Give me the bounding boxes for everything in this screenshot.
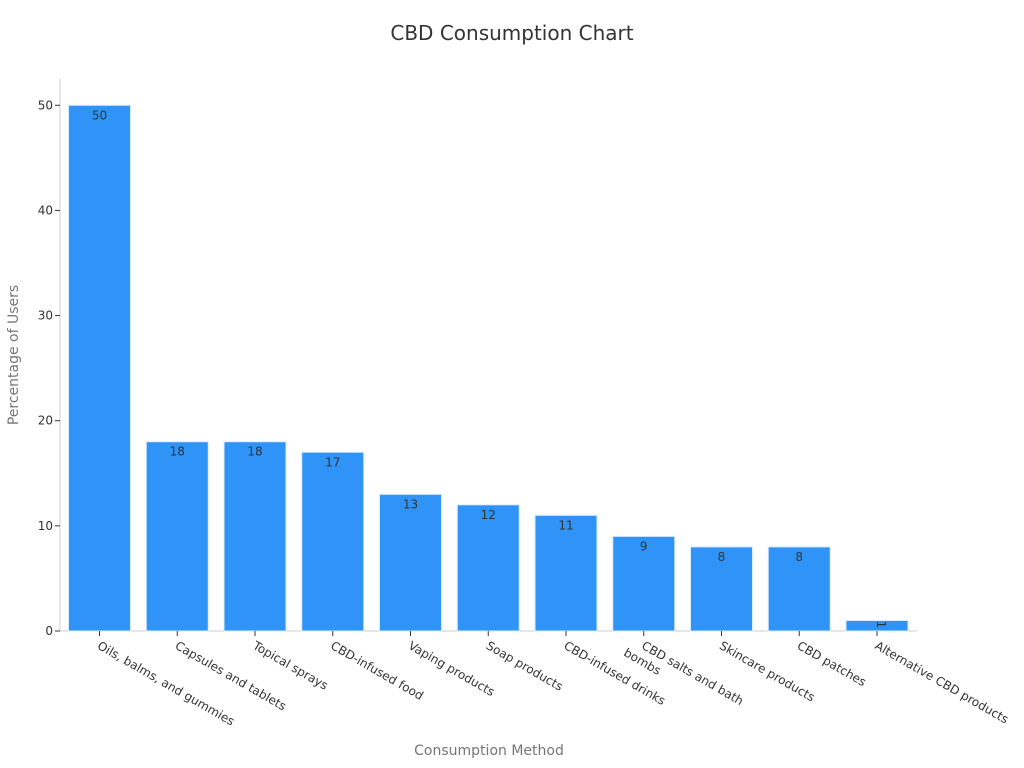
data-label: 13 bbox=[403, 497, 418, 511]
data-label: 9 bbox=[640, 539, 648, 553]
bar bbox=[612, 535, 676, 632]
y-tick-label: 50 bbox=[38, 98, 53, 112]
bar bbox=[767, 546, 831, 632]
bar bbox=[456, 504, 520, 632]
x-axis-title: Consumption Method bbox=[414, 743, 564, 759]
data-label: 12 bbox=[481, 508, 496, 522]
bar bbox=[690, 546, 753, 632]
data-label: 11 bbox=[558, 518, 573, 532]
bar bbox=[534, 514, 598, 632]
data-label: 17 bbox=[325, 455, 340, 469]
data-label: 1 bbox=[874, 621, 888, 629]
data-label: 8 bbox=[718, 550, 726, 564]
bar bbox=[68, 104, 131, 632]
bar bbox=[223, 441, 287, 632]
data-label: 18 bbox=[170, 445, 185, 459]
x-tick-label: Oils, balms, and gummies bbox=[95, 638, 237, 728]
bar bbox=[145, 441, 209, 632]
x-tick-label: Alternative CBD products bbox=[873, 638, 1011, 726]
y-tick-label: 10 bbox=[38, 519, 53, 533]
y-tick-label: 40 bbox=[38, 203, 53, 217]
chart-title: CBD Consumption Chart bbox=[390, 21, 633, 45]
data-label: 8 bbox=[795, 550, 803, 564]
data-label: 18 bbox=[247, 445, 262, 459]
y-axis-title: Percentage of Users bbox=[6, 285, 22, 425]
bar bbox=[301, 451, 365, 632]
data-label: 50 bbox=[92, 108, 107, 122]
y-tick-label: 30 bbox=[38, 309, 53, 323]
bar bbox=[379, 493, 442, 632]
x-tick-label: CBD patches bbox=[795, 638, 869, 689]
y-tick-label: 20 bbox=[38, 414, 53, 428]
x-tick-label: Topical sprays bbox=[250, 638, 331, 693]
y-tick-label: 0 bbox=[45, 624, 53, 638]
